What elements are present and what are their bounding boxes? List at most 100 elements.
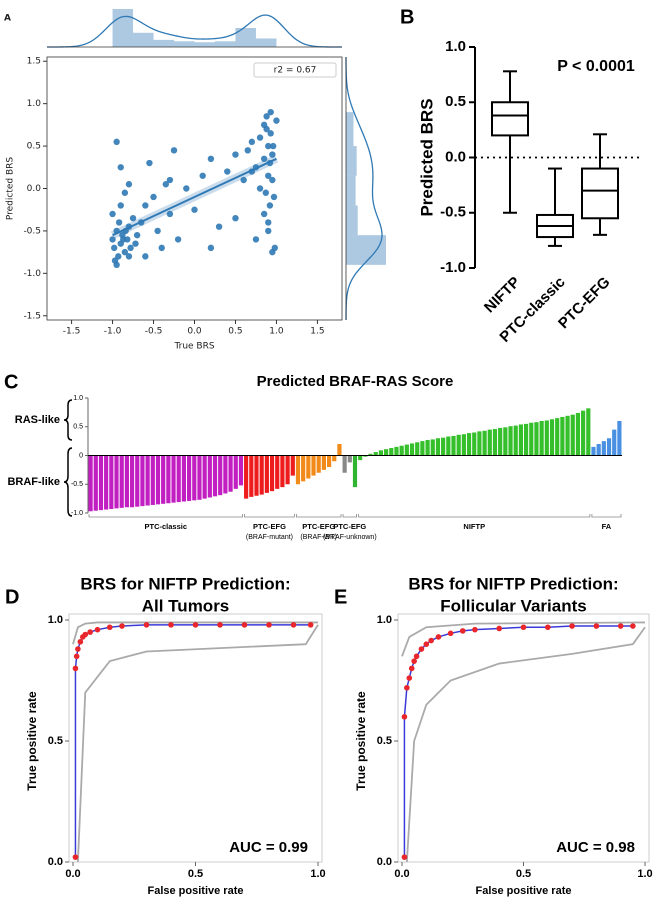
- roc-point: [423, 641, 430, 647]
- point: [117, 164, 124, 171]
- group-label: PTC-classic: [145, 522, 188, 531]
- x-tick-label: -1.0: [104, 327, 122, 337]
- y-tick-label: -1.0: [71, 510, 83, 517]
- point: [267, 130, 274, 137]
- bar: [549, 419, 555, 456]
- x-tick-label: 1.0: [310, 868, 325, 880]
- hist-bar: [346, 112, 354, 147]
- bar: [591, 446, 596, 456]
- bar: [363, 455, 368, 457]
- roc-point: [106, 624, 113, 631]
- hist-bar: [174, 41, 195, 47]
- bar: [399, 445, 404, 456]
- bar: [259, 455, 264, 495]
- y-tick-label: 1.0: [48, 614, 63, 626]
- bar: [129, 455, 135, 508]
- bar: [586, 408, 591, 456]
- bar: [228, 455, 233, 492]
- point: [265, 142, 272, 150]
- y-tick-label: 0.5: [73, 424, 83, 431]
- point: [174, 236, 182, 243]
- y-axis-label: Predicted BRS: [417, 98, 436, 216]
- y-tick-label: 1.5: [27, 57, 41, 67]
- bar: [477, 431, 482, 456]
- legend-text: r2 = 0.67: [274, 66, 317, 76]
- hist-bar: [255, 38, 277, 47]
- panel-c: Predicted BRAF-RAS Score -1.0 -0.5 0 0.5 1.0 R…: [4, 371, 622, 541]
- point: [170, 147, 178, 154]
- legend-box: [253, 62, 337, 78]
- point: [248, 168, 256, 175]
- box: [581, 167, 619, 220]
- bar: [404, 444, 409, 456]
- bar: [503, 427, 508, 456]
- bar: [575, 412, 581, 456]
- roc-point: [94, 626, 101, 633]
- point: [120, 236, 127, 243]
- roc-point: [168, 622, 174, 628]
- bar: [539, 421, 544, 456]
- bar: [420, 441, 425, 456]
- roc-point: [428, 637, 434, 644]
- plot-frame: [397, 613, 650, 863]
- chart-title: BRS for NIFTP Prediction:: [80, 574, 290, 593]
- point: [207, 155, 215, 163]
- point: [260, 210, 268, 218]
- x-tick-label: 0.5: [516, 868, 531, 880]
- y-tick-label: 1.0: [377, 614, 392, 626]
- y-tick-label: -0.5: [23, 226, 41, 236]
- point: [260, 155, 268, 163]
- bar: [316, 455, 321, 473]
- confidence-band: [72, 621, 318, 645]
- y-tick-label: 0: [79, 452, 83, 459]
- point: [266, 202, 274, 209]
- point: [266, 159, 274, 167]
- bar: [378, 450, 384, 456]
- bar: [124, 455, 129, 508]
- y-tick-label: 0.5: [377, 735, 392, 747]
- bar: [358, 455, 363, 461]
- hist-bar: [194, 42, 215, 47]
- chart-title: Follicular Variants: [440, 596, 586, 615]
- roc-point: [593, 623, 600, 629]
- x-tick-label: -1.5: [63, 327, 81, 337]
- x-tick-label: 0.0: [65, 868, 80, 880]
- kde-curve: [345, 56, 383, 321]
- bar: [145, 455, 150, 506]
- point: [121, 248, 129, 256]
- point: [183, 185, 190, 192]
- y-axis-label: Predicted BRS: [6, 157, 16, 221]
- bar: [342, 455, 347, 473]
- hist-bar: [214, 41, 236, 47]
- y-tick-label: -0.5: [71, 481, 83, 488]
- group-label: FA: [602, 522, 612, 531]
- roc-point: [72, 665, 79, 672]
- x-tick-label: 0.5: [188, 868, 203, 880]
- point: [132, 240, 139, 247]
- bar: [601, 441, 606, 456]
- roc-point: [472, 626, 478, 633]
- bar: [233, 455, 238, 489]
- bar: [544, 420, 549, 456]
- bar: [285, 455, 290, 485]
- roc-point: [119, 623, 125, 629]
- point: [122, 227, 129, 235]
- bar: [466, 433, 472, 456]
- panel-letter: A: [4, 14, 11, 24]
- roc-point: [401, 854, 408, 860]
- bar: [394, 446, 399, 456]
- annotation: AUC = 0.99: [229, 839, 308, 856]
- bar: [223, 455, 228, 494]
- x-tick-label: 0.5: [228, 327, 242, 337]
- y-tick-label: -1.0: [23, 269, 41, 279]
- group-sublabel: (BRAF-mutant): [246, 534, 293, 541]
- bar: [264, 455, 269, 493]
- bar: [301, 455, 306, 482]
- bar: [415, 442, 420, 456]
- roc-point: [266, 622, 272, 628]
- hist-bar: [153, 39, 175, 47]
- point: [127, 244, 134, 252]
- point: [269, 151, 276, 158]
- x-axis-label: True BRS: [173, 342, 214, 352]
- group-label: PTC-EFG: [253, 522, 286, 531]
